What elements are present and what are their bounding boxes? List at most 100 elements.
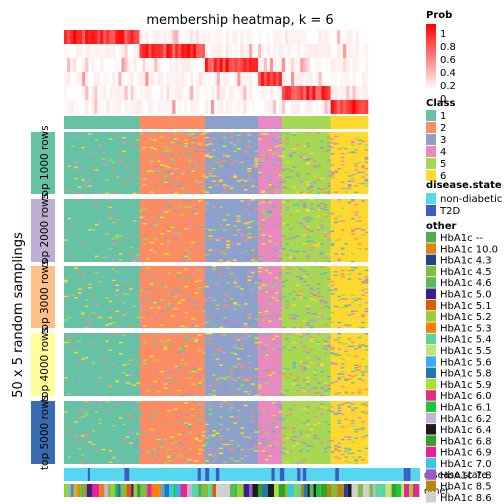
noise-cell <box>184 453 189 456</box>
noise-cell <box>204 462 209 465</box>
noise-cell <box>357 182 362 185</box>
noise-cell <box>292 186 297 188</box>
noise-cell <box>229 440 234 442</box>
noise-cell <box>173 365 178 368</box>
noise-cell <box>364 180 369 182</box>
other-track-cell <box>220 484 228 497</box>
noise-cell <box>222 325 227 327</box>
noise-cell <box>160 324 164 326</box>
noise-cell <box>243 436 248 438</box>
noise-cell <box>354 210 359 212</box>
noise-cell <box>357 304 362 306</box>
noise-cell <box>64 280 68 283</box>
noise-cell <box>327 344 331 346</box>
noise-cell <box>281 155 286 157</box>
prob-cell <box>321 44 325 58</box>
prob-cell <box>361 100 366 114</box>
noise-cell <box>247 171 252 174</box>
noise-cell <box>201 414 206 417</box>
noise-cell <box>323 167 328 170</box>
noise-cell <box>187 258 192 260</box>
noise-cell <box>309 207 314 210</box>
noise-cell <box>194 180 199 182</box>
noise-cell <box>306 333 311 335</box>
noise-cell <box>357 161 362 164</box>
noise-cell <box>142 222 147 225</box>
noise-cell <box>254 422 259 424</box>
prob-cell <box>166 30 170 44</box>
prob-cell <box>309 86 313 100</box>
prob-cell <box>303 72 307 86</box>
noise-cell <box>167 153 171 155</box>
prob-cell <box>115 30 119 44</box>
prob-cell <box>196 100 200 114</box>
noise-cell <box>167 227 171 230</box>
noise-cell <box>173 293 178 295</box>
noise-cell <box>88 321 92 324</box>
noise-cell <box>167 288 171 290</box>
class-bar-segment-1 <box>64 116 140 129</box>
noise-cell <box>160 284 164 287</box>
noise-cell <box>149 355 154 358</box>
noise-cell <box>243 239 248 241</box>
noise-cell <box>208 393 213 395</box>
noise-cell <box>153 222 158 225</box>
noise-cell <box>226 145 231 148</box>
noise-cell <box>247 390 252 393</box>
noise-cell <box>268 320 272 322</box>
noise-cell <box>268 374 272 377</box>
noise-cell <box>74 421 79 423</box>
noise-cell <box>177 301 182 304</box>
noise-cell <box>204 227 209 230</box>
noise-cell <box>94 417 99 419</box>
noise-cell <box>351 267 355 269</box>
noise-cell <box>247 259 252 261</box>
noise-cell <box>323 187 328 190</box>
noise-cell <box>264 186 269 188</box>
other-track-cell <box>155 484 160 497</box>
prob-cell <box>124 44 128 58</box>
noise-cell <box>243 350 248 353</box>
noise-cell <box>215 324 220 326</box>
noise-cell <box>167 412 171 414</box>
noise-cell <box>122 293 127 295</box>
prob-cell <box>142 44 146 58</box>
other-track-cell <box>379 484 386 497</box>
noise-cell <box>240 260 245 263</box>
disease-state-cell <box>87 468 90 481</box>
other-track-cell <box>404 484 410 497</box>
noise-cell <box>254 306 259 309</box>
noise-cell <box>153 249 158 251</box>
noise-cell <box>292 134 297 136</box>
noise-cell <box>105 333 109 335</box>
noise-cell <box>229 450 234 452</box>
noise-cell <box>139 411 144 413</box>
noise-cell <box>191 210 195 212</box>
prob-cell <box>207 72 212 86</box>
noise-cell <box>302 422 307 424</box>
noise-cell <box>81 179 85 181</box>
noise-cell <box>299 294 304 296</box>
noise-cell <box>347 184 352 186</box>
prob-cell <box>318 72 322 86</box>
noise-cell <box>299 334 304 336</box>
noise-cell <box>163 230 168 232</box>
noise-cell <box>313 209 318 211</box>
noise-cell <box>229 133 234 135</box>
noise-cell <box>208 409 213 412</box>
noise-cell <box>236 394 241 397</box>
noise-cell <box>118 348 123 350</box>
noise-cell <box>173 238 178 240</box>
noise-cell <box>233 150 238 153</box>
prob-cell <box>330 72 335 86</box>
noise-cell <box>132 258 137 260</box>
noise-cell <box>278 174 283 176</box>
noise-cell <box>208 170 213 172</box>
noise-cell <box>184 145 189 148</box>
class-legend-swatch-5 <box>426 158 436 169</box>
noise-cell <box>108 319 113 321</box>
prob-cell <box>127 30 131 44</box>
prob-cell <box>142 72 146 86</box>
noise-cell <box>139 216 144 219</box>
prob-cell <box>112 100 116 114</box>
